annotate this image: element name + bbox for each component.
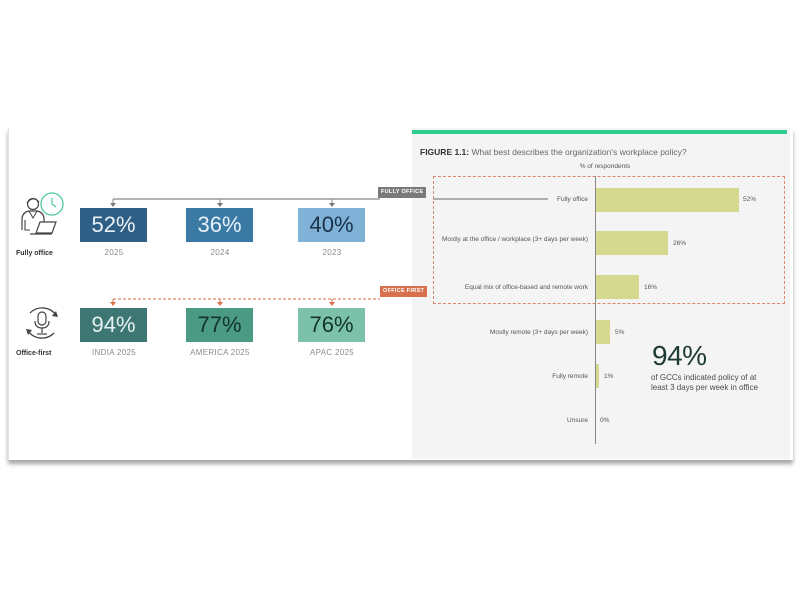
worker-clock-icon: [21, 192, 64, 235]
stat-box-apac: 76%: [298, 308, 365, 342]
callout-text: of GCCs indicated policy of at least 3 d…: [651, 373, 759, 392]
fully-office-title: Fully office: [16, 250, 53, 257]
office-first-connector: [110, 298, 380, 306]
bar-value: 5%: [615, 329, 625, 336]
bar-label: Unsure: [567, 417, 588, 424]
bar-value: 26%: [673, 240, 687, 247]
bar: [596, 275, 639, 299]
office-chair-cycle-icon: [26, 307, 58, 339]
bar: [596, 231, 668, 255]
bar-label: Fully office: [557, 196, 588, 203]
bar-label: Fully remote: [552, 373, 588, 380]
axis-caption: % of respondents: [579, 163, 631, 170]
stat-caption: 2024: [210, 248, 230, 257]
stat-box-2023: 40%: [298, 208, 365, 242]
bar: [596, 364, 599, 388]
figure-question: What best describes the organization's w…: [469, 147, 687, 157]
bar-value: 0%: [600, 417, 610, 424]
fully-office-tag: FULLY OFFICE: [378, 187, 427, 198]
stat-box-america: 77%: [186, 308, 253, 342]
stat-box-2025: 52%: [80, 208, 147, 242]
bar-value: 16%: [644, 284, 658, 291]
stat-box-2024: 36%: [186, 208, 253, 242]
bar: [596, 188, 739, 212]
bar-value: 1%: [604, 373, 614, 380]
stat-caption: 2023: [322, 248, 342, 257]
highlight-box: [433, 176, 785, 304]
stat-box-india: 94%: [80, 308, 147, 342]
stat-caption: 2025: [104, 248, 124, 257]
stat-caption: APAC 2025: [310, 348, 354, 357]
stat-caption: INDIA 2025: [92, 348, 136, 357]
figure-title: FIGURE 1.1: What best describes the orga…: [420, 147, 687, 157]
office-first-tag: OFFICE FIRST: [380, 286, 428, 297]
callout-value: 94%: [652, 340, 707, 371]
figure-label: FIGURE 1.1:: [420, 147, 470, 157]
stat-caption: AMERICA 2025: [190, 348, 250, 357]
bar-label: Mostly remote (3+ days per week): [489, 329, 588, 336]
accent-bar: [412, 130, 787, 134]
bar-label: Equal mix of office-based and remote wor…: [464, 284, 588, 291]
fully-office-connector: [110, 198, 548, 207]
office-first-title: Office-first: [16, 350, 52, 357]
bar: [596, 320, 610, 344]
bar-value: 52%: [743, 196, 757, 203]
y-axis-line: [595, 176, 596, 444]
bar-label: Mostly at the office / workplace (3+ day…: [441, 236, 588, 243]
